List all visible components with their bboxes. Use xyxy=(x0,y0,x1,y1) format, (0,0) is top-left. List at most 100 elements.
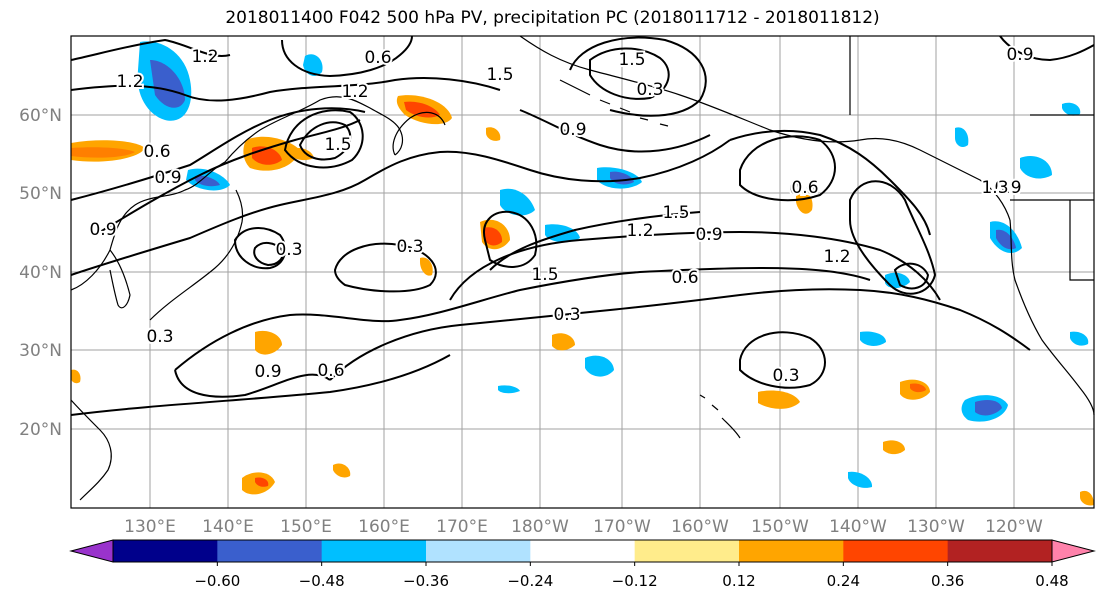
colorbar-extend-high xyxy=(1051,539,1096,563)
longitude-labels: 130°E 140°E 150°E 160°E 170°E 180°W 170°W 160°W… xyxy=(124,517,1043,537)
contour-label: 1.2 xyxy=(191,47,218,67)
pv-contour xyxy=(70,107,366,201)
precip-blob xyxy=(303,54,323,76)
longitude-label: 120°W xyxy=(985,517,1043,537)
gridlines xyxy=(71,36,1094,508)
precip-blob xyxy=(150,60,185,108)
coastline-namerica xyxy=(1009,219,1095,416)
contour-label: 1.5 xyxy=(618,50,645,70)
contour-label: 0.6 xyxy=(317,361,344,381)
contour-label: 0.6 xyxy=(364,48,391,68)
contour-label: 1.5 xyxy=(531,265,558,285)
coastline-china-south xyxy=(70,399,112,501)
colorbar-tick-label: −0.60 xyxy=(194,572,240,590)
latitude-label: 20°N xyxy=(19,420,62,440)
pv-contour xyxy=(569,36,707,117)
colorbar-ticks: −0.60 −0.48 −0.36 −0.24 −0.12 0.12 0.24 0.36 0.4… xyxy=(194,562,1069,590)
colorbar-segments xyxy=(69,539,1096,563)
contour-label: 1.2 xyxy=(823,247,850,267)
pv-contour xyxy=(70,77,501,102)
colorbar-tick-label: −0.24 xyxy=(507,572,553,590)
pv-contours xyxy=(70,35,1095,416)
latitude-label: 50°N xyxy=(19,184,62,204)
pv-contour xyxy=(849,180,937,295)
precip-blob xyxy=(848,471,873,488)
precip-blob xyxy=(255,477,269,487)
pv-contour xyxy=(174,369,331,398)
colorbar-segment xyxy=(217,540,323,562)
coastline-hawaii xyxy=(699,394,741,439)
precip-blob xyxy=(552,333,575,351)
pv-contour xyxy=(519,109,711,153)
contour-label: 0.9 xyxy=(89,220,116,240)
colorbar-segment xyxy=(739,540,844,562)
precip-blob xyxy=(500,188,535,216)
precip-blob xyxy=(333,463,351,478)
precip-blob xyxy=(1020,155,1052,179)
contour-label: 0.3 xyxy=(772,366,799,386)
colorbar-tick-label: 0.12 xyxy=(722,572,755,590)
pv-contour xyxy=(253,242,284,267)
pv-contour xyxy=(489,211,701,271)
precip-blob xyxy=(486,127,501,141)
longitude-label: 170°W xyxy=(593,517,651,537)
pv-contour xyxy=(70,139,731,276)
precip-blob xyxy=(860,331,886,346)
colorbar-tick-label: 0.24 xyxy=(827,572,860,590)
pv-contour xyxy=(483,210,538,268)
contour-label: 0.9 xyxy=(1006,45,1033,65)
pv-contour xyxy=(449,230,941,301)
precip-blob xyxy=(71,147,135,158)
colorbar-segment xyxy=(634,540,740,562)
coastline-aleutians xyxy=(559,79,669,127)
contour-label: 0.9 xyxy=(254,362,281,382)
colorbar-segment xyxy=(426,540,531,562)
coastline-asia xyxy=(70,96,404,291)
precip-blob xyxy=(883,440,905,455)
longitude-label: 150°E xyxy=(280,517,332,537)
precip-blob xyxy=(404,101,440,118)
longitude-label: 160°E xyxy=(358,517,410,537)
contour-label: 0.6 xyxy=(143,142,170,162)
contour-label: 0.9 xyxy=(559,120,586,140)
longitude-label: 130°W xyxy=(907,517,965,537)
precip-blob xyxy=(758,390,800,409)
contour-label: 1.5 xyxy=(324,135,351,155)
border-canada-us xyxy=(849,36,1094,281)
pv-contour xyxy=(333,242,437,293)
precip-blob xyxy=(71,369,81,384)
colorbar-tick-label: 0.48 xyxy=(1035,572,1068,590)
pv-contour xyxy=(281,35,413,78)
precip-blob xyxy=(585,355,614,377)
pv-contour xyxy=(174,266,871,371)
contour-label: 1.3 xyxy=(981,178,1008,198)
precip-blob xyxy=(290,147,314,161)
pv-contour xyxy=(893,262,930,290)
contour-label: 0.3 xyxy=(396,237,423,257)
contour-label: 1.5 xyxy=(662,203,689,223)
colorbar-segment xyxy=(843,540,949,562)
contour-label: 0.3 xyxy=(636,80,663,100)
contour-label: 0.9 xyxy=(994,178,1021,198)
precip-blob xyxy=(1062,102,1081,116)
colorbar-extend-low xyxy=(69,539,114,563)
latitude-label: 60°N xyxy=(19,106,62,126)
contour-label: 0.3 xyxy=(146,327,173,347)
longitude-label: 170°E xyxy=(436,517,488,537)
pv-contour xyxy=(739,135,836,202)
colorbar-tick-label: −0.36 xyxy=(403,572,449,590)
pv-contour xyxy=(729,129,931,236)
coastline-alaska xyxy=(519,35,1011,221)
latitude-labels: 60°N 50°N 40°N 30°N 20°N xyxy=(19,106,62,440)
pv-contour xyxy=(94,119,361,236)
contour-label: 0.6 xyxy=(791,178,818,198)
contour-label: 1.2 xyxy=(626,221,653,241)
precip-shading xyxy=(71,41,1094,506)
pv-contour xyxy=(329,288,1031,381)
precip-blob xyxy=(1080,490,1094,506)
longitude-label: 140°E xyxy=(202,517,254,537)
colorbar-tick-label: −0.12 xyxy=(612,572,658,590)
precip-blob xyxy=(484,227,503,246)
